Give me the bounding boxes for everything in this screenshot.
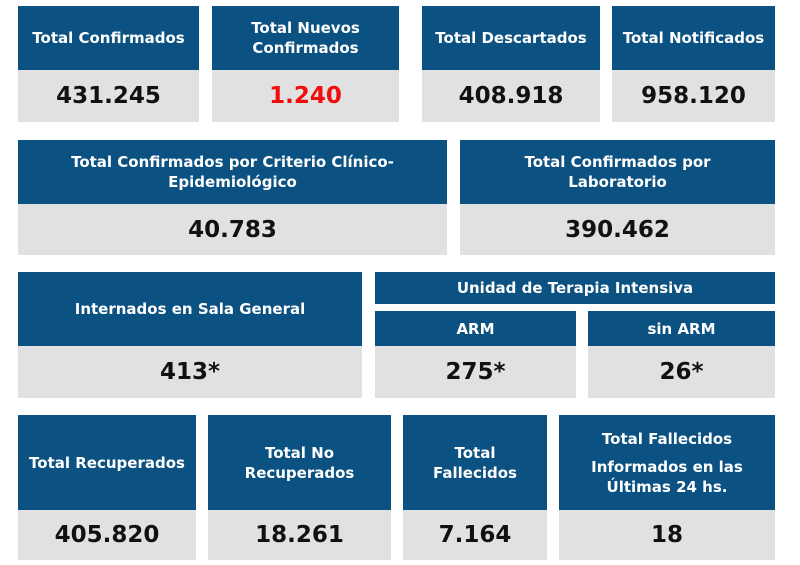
card-value: 40.783: [18, 204, 447, 255]
card-uti-sin-arm: sin ARM 26*: [588, 311, 775, 398]
card-value: 18.261: [208, 510, 391, 560]
card-value: 958.120: [612, 70, 775, 122]
card-subtitle: Informados en las Últimas 24 hs.: [591, 457, 743, 496]
card-total-recuperados: Total Recuperados 405.820: [18, 415, 196, 560]
uti-header: Unidad de Terapia Intensiva: [375, 272, 775, 304]
card-title: sin ARM: [588, 311, 775, 346]
card-confirmados-laboratorio: Total Confirmados por Laboratorio 390.46…: [460, 140, 775, 255]
card-value: 26*: [588, 346, 775, 398]
card-title: Internados en Sala General: [18, 272, 362, 346]
card-value: 1.240: [212, 70, 399, 122]
card-uti-arm: ARM 275*: [375, 311, 576, 398]
card-value: 18: [559, 510, 775, 560]
card-title: ARM: [375, 311, 576, 346]
card-title: Total No Recuperados: [208, 415, 391, 510]
card-title: Total Nuevos Confirmados: [212, 6, 399, 70]
card-value: 405.820: [18, 510, 196, 560]
card-value: 7.164: [403, 510, 547, 560]
card-value: 275*: [375, 346, 576, 398]
card-title: Total Confirmados por Laboratorio: [460, 140, 775, 204]
card-value: 413*: [18, 346, 362, 398]
card-total-fallecidos: Total Fallecidos 7.164: [403, 415, 547, 560]
card-internados-sala-general: Internados en Sala General 413*: [18, 272, 362, 398]
card-value: 431.245: [18, 70, 199, 122]
card-value: 390.462: [460, 204, 775, 255]
card-total-nuevos-confirmados: Total Nuevos Confirmados 1.240: [212, 6, 399, 122]
card-value: 408.918: [422, 70, 600, 122]
card-title: Total Recuperados: [18, 415, 196, 510]
card-title: Total Confirmados: [18, 6, 199, 70]
card-total-confirmados: Total Confirmados 431.245: [18, 6, 199, 122]
card-title: Total Notificados: [612, 6, 775, 70]
card-fallecidos-24hs: Total Fallecidos Informados en las Últim…: [559, 415, 775, 560]
card-title: Total Fallecidos: [601, 429, 733, 448]
card-total-descartados: Total Descartados 408.918: [422, 6, 600, 122]
card-title: Total Fallecidos: [403, 415, 547, 510]
card-confirmados-clinico: Total Confirmados por Criterio Clínico-E…: [18, 140, 447, 255]
card-total-notificados: Total Notificados 958.120: [612, 6, 775, 122]
card-title: Total Descartados: [422, 6, 600, 70]
card-total-no-recuperados: Total No Recuperados 18.261: [208, 415, 391, 560]
card-title: Total Confirmados por Criterio Clínico-E…: [18, 140, 447, 204]
